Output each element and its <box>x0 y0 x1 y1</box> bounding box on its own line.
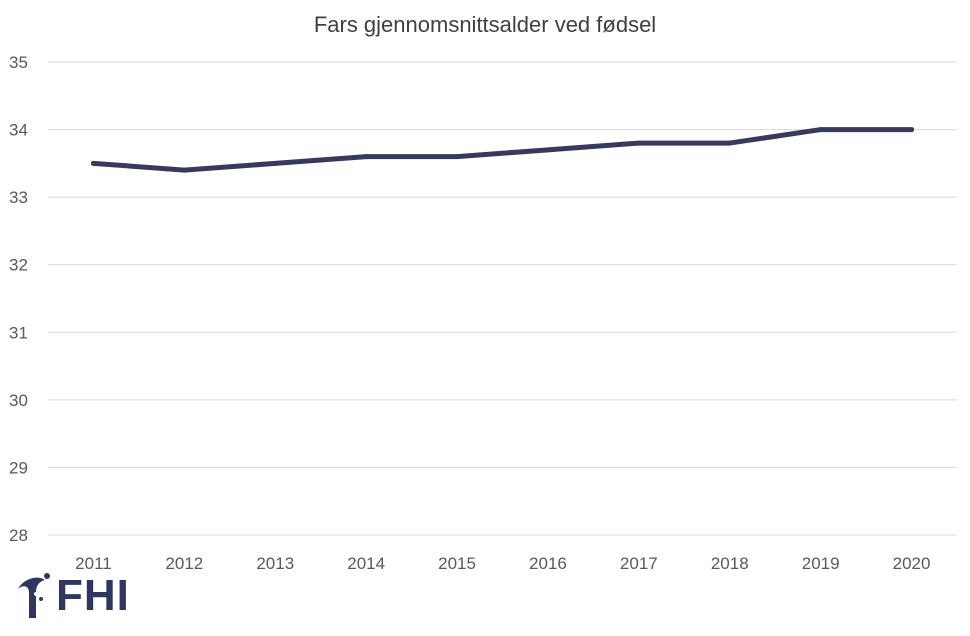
data-point <box>90 160 96 166</box>
data-point <box>727 140 733 146</box>
data-point <box>909 127 915 133</box>
x-tick-label: 2015 <box>438 554 476 573</box>
data-point <box>636 140 642 146</box>
y-tick-label: 33 <box>9 188 28 207</box>
fhi-logo: FHI <box>14 572 130 620</box>
logo-text: FHI <box>56 571 130 620</box>
x-tick-label: 2014 <box>347 554 385 573</box>
x-tick-label: 2017 <box>620 554 658 573</box>
y-tick-label: 29 <box>9 458 28 477</box>
x-tick-label: 2020 <box>893 554 931 573</box>
y-tick-label: 34 <box>9 121 28 140</box>
x-tick-label: 2011 <box>75 554 112 573</box>
x-tick-label: 2012 <box>165 554 203 573</box>
x-tick-label: 2016 <box>529 554 567 573</box>
data-point <box>272 160 278 166</box>
x-tick-label: 2018 <box>711 554 749 573</box>
y-tick-label: 30 <box>9 391 28 410</box>
data-point <box>545 147 551 153</box>
x-axis: 2011 2012 2013 2014 2015 2016 2017 2018 2019 2020 <box>75 554 930 573</box>
chart-title: Fars gjennomsnittsalder ved fødsel <box>313 12 657 37</box>
y-axis: 28 29 30 31 32 33 34 35 <box>9 53 28 545</box>
y-tick-label: 28 <box>9 526 28 545</box>
data-point <box>363 154 369 160</box>
data-point <box>818 127 824 133</box>
data-point <box>181 167 187 173</box>
series-layer <box>90 127 915 173</box>
y-tick-label: 32 <box>9 256 28 275</box>
y-tick-label: 31 <box>9 323 28 342</box>
series-line <box>90 127 915 173</box>
y-tick-label: 35 <box>9 53 28 72</box>
x-tick-label: 2013 <box>256 554 294 573</box>
gridlines <box>48 61 957 536</box>
x-tick-label: 2019 <box>802 554 840 573</box>
data-point <box>454 154 460 160</box>
fhi-logo-icon <box>18 573 50 618</box>
